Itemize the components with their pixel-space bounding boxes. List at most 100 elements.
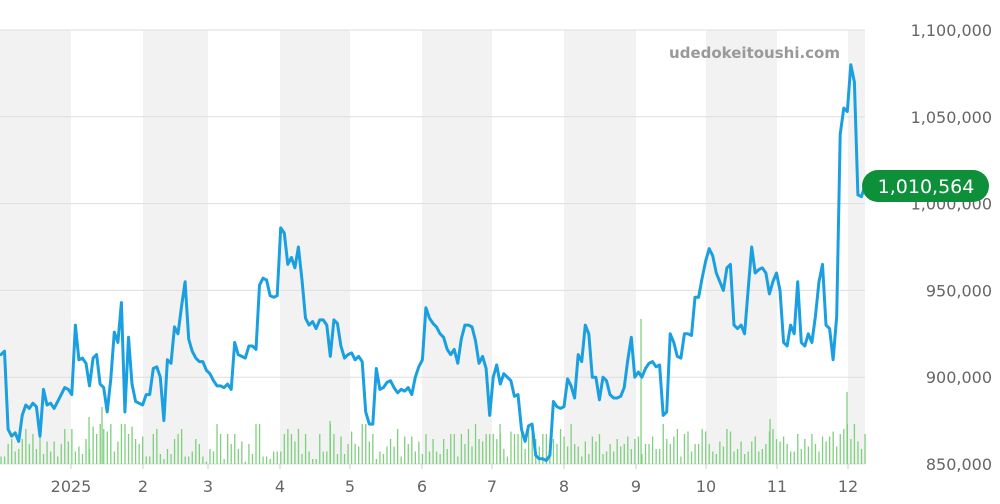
volume-bar	[368, 441, 370, 464]
volume-bar	[432, 439, 434, 464]
volume-bar	[669, 444, 671, 464]
x-tick-label: 6	[417, 477, 427, 496]
volume-bar	[655, 449, 657, 464]
volume-bar	[467, 429, 470, 464]
volume-bar	[839, 434, 841, 464]
y-tick-label: 850,000	[926, 455, 992, 474]
month-band	[848, 30, 865, 464]
volume-bar	[57, 456, 59, 464]
volume-bar	[620, 446, 622, 464]
volume-bar	[584, 441, 586, 464]
volume-bar	[775, 439, 778, 464]
volume-bar	[683, 434, 686, 464]
volume-bar	[326, 451, 328, 464]
volume-bar	[605, 451, 608, 464]
volume-bar	[836, 446, 838, 464]
volume-bar	[754, 436, 756, 464]
volume-bar	[209, 449, 211, 464]
volume-bar	[273, 451, 275, 464]
volume-bar	[188, 456, 190, 464]
volume-bar	[814, 444, 817, 464]
volume-bar	[244, 461, 247, 464]
volume-bar	[793, 451, 795, 464]
volume-bar	[765, 444, 767, 464]
volume-bar	[71, 429, 73, 464]
volume-bar	[248, 444, 250, 464]
volume-bar	[616, 439, 618, 464]
month-band	[422, 30, 492, 464]
volume-bar	[609, 444, 611, 464]
volume-bar	[694, 444, 696, 464]
volume-bar	[701, 429, 703, 464]
volume-bar	[294, 441, 296, 464]
volume-bar	[7, 444, 9, 464]
y-axis: 850,000900,000950,0001,000,0001,050,0001…	[911, 21, 992, 474]
volume-bar	[559, 429, 562, 464]
volume-bar	[265, 456, 268, 464]
volume-bar	[687, 431, 689, 464]
volume-bar	[828, 436, 831, 464]
volume-bar	[195, 439, 197, 464]
volume-bar	[492, 434, 494, 464]
volume-bar	[78, 446, 80, 464]
volume-bar	[744, 454, 746, 464]
volume-bar	[365, 424, 367, 464]
volume-bar	[113, 451, 116, 464]
x-tick-label: 2025	[51, 477, 92, 496]
volume-bar	[103, 429, 105, 464]
volume-bar	[180, 429, 183, 464]
volume-bar	[676, 429, 679, 464]
volume-bar	[301, 454, 303, 464]
current-value-label: 1,010,564	[878, 176, 975, 198]
volume-bar	[290, 434, 293, 464]
month-band	[280, 30, 350, 464]
month-bands	[0, 30, 865, 464]
volume-bar	[697, 444, 700, 464]
volume-bar	[528, 429, 530, 464]
volume-bar	[591, 436, 594, 464]
volume-bar	[347, 444, 349, 464]
volume-bar	[712, 451, 714, 464]
volume-bar	[708, 444, 710, 464]
volume-bar	[648, 444, 650, 464]
volume-bar	[637, 436, 640, 464]
volume-bar	[156, 429, 158, 464]
volume-bar	[659, 449, 661, 464]
volume-bar	[545, 434, 548, 464]
volume-bar	[131, 426, 133, 464]
volume-bar	[255, 424, 257, 464]
volume-bar	[623, 444, 625, 464]
volume-bar	[510, 431, 512, 464]
x-tick-label: 4	[275, 477, 285, 496]
volume-bar	[726, 429, 728, 464]
volume-bar	[74, 451, 77, 464]
volume-bar	[435, 451, 438, 464]
volume-bar	[471, 446, 473, 464]
volume-bar	[457, 456, 459, 464]
volume-bar	[450, 434, 452, 464]
volume-bar	[552, 439, 555, 464]
month-band	[706, 30, 777, 464]
volume-bar	[634, 439, 636, 464]
x-tick-label: 5	[345, 477, 355, 496]
volume-bar	[464, 444, 466, 464]
volume-bar	[453, 434, 455, 464]
volume-bar	[64, 429, 66, 464]
volume-bar	[513, 434, 516, 464]
volume-bar	[428, 451, 431, 464]
volume-bar	[3, 456, 6, 464]
x-tick-label: 7	[487, 477, 497, 496]
volume-bar	[287, 429, 289, 464]
volume-bar	[81, 454, 84, 464]
volume-bar	[485, 434, 487, 464]
volume-bar	[32, 434, 34, 464]
volume-bar	[53, 441, 55, 464]
volume-bar	[198, 444, 200, 464]
volume-bar	[152, 434, 154, 464]
volume-bar	[18, 449, 20, 464]
x-tick-label: 2	[138, 477, 148, 496]
volume-bar	[520, 431, 523, 464]
volume-bar	[443, 439, 445, 464]
volume-bar	[389, 439, 392, 464]
